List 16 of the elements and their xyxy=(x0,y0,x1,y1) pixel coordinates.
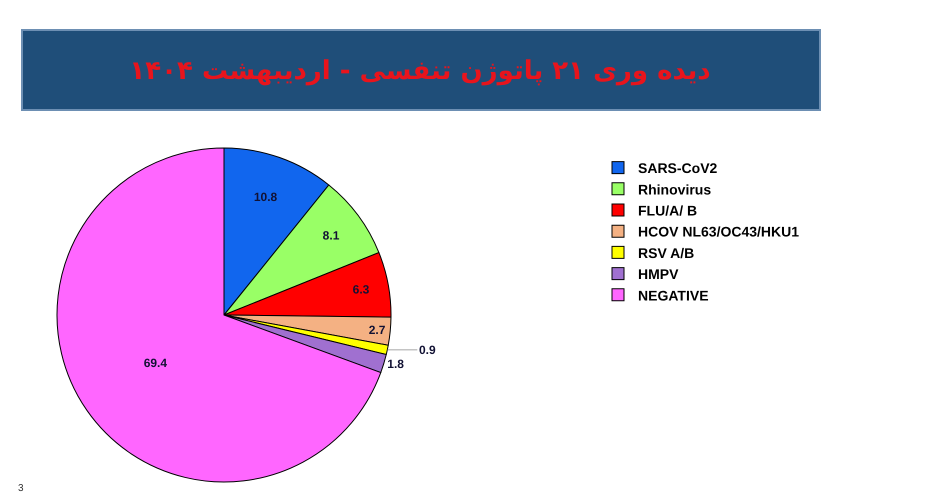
legend-label: HMPV xyxy=(638,266,680,282)
legend-label: SARS-CoV2 xyxy=(638,160,718,176)
data-label: 6.3 xyxy=(352,282,370,296)
legend-label: NEGATIVE xyxy=(638,287,709,304)
legend-label: Rhinovirus xyxy=(638,181,712,198)
data-label: 2.7 xyxy=(368,322,386,337)
chart-title: دیده وری ۲۱ پاتوژن تنفسی - اردیبهشت ۱۴۰۴ xyxy=(129,56,711,86)
legend-label: RSV A/B xyxy=(638,244,694,261)
legend-label: FLU/A/ B xyxy=(638,202,698,218)
text: 3 xyxy=(18,483,24,494)
data-label: 69.4 xyxy=(144,356,168,370)
legend-label: HCOV NL63/OC43/HKU1 xyxy=(638,224,800,240)
data-label: 0.9 xyxy=(419,343,436,357)
data-label: 10.8 xyxy=(254,190,278,204)
data-label: 8.1 xyxy=(322,228,340,243)
data-label: 1.8 xyxy=(387,357,404,372)
